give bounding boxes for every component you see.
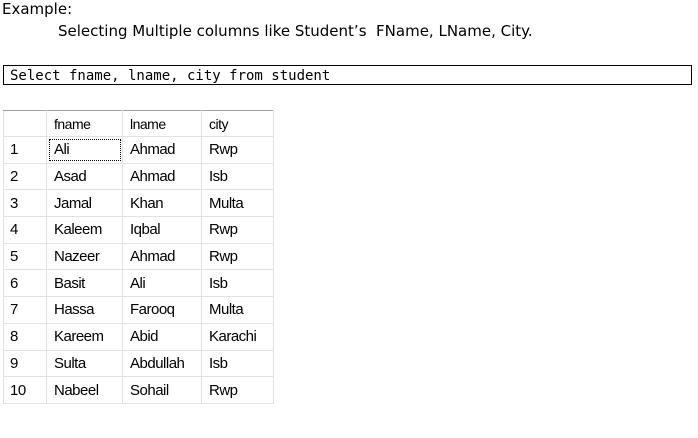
row-number: 5	[3, 242, 47, 271]
cell[interactable]: Basit	[46, 269, 123, 298]
cell[interactable]: Rwp	[201, 216, 274, 244]
data-row: 2 Asad Ahmad Isb	[3, 162, 274, 191]
heading: Example:	[2, 0, 73, 18]
row-number: 7	[3, 296, 47, 324]
cell[interactable]: Abdullah	[122, 349, 202, 378]
row-number: 10	[3, 376, 47, 404]
subheading: Selecting Multiple columns like Student’…	[58, 22, 533, 40]
cell[interactable]: Sulta	[46, 349, 123, 378]
cell[interactable]: Rwp	[201, 242, 274, 271]
cell[interactable]: Farooq	[122, 296, 202, 324]
cell[interactable]: Ahmad	[122, 162, 202, 191]
cell[interactable]: Ahmad	[122, 242, 202, 271]
row-number: 8	[3, 322, 47, 351]
row-number: 1	[3, 136, 47, 164]
data-row: 7 Hassa Farooq Multa	[3, 296, 274, 324]
cell[interactable]: Isb	[201, 349, 274, 378]
row-number: 9	[3, 349, 47, 378]
cell[interactable]: Rwp	[201, 376, 274, 404]
cell[interactable]: Isb	[201, 162, 274, 191]
data-row: 10 Nabeel Sohail Rwp	[3, 376, 274, 404]
results-grid: fname lname city 1 Ali Ahmad Rwp 2 Asad Ahmad Isb…	[3, 110, 274, 404]
data-row: 3 Jamal Khan Multa	[3, 189, 274, 218]
cell[interactable]: Nabeel	[46, 376, 123, 404]
query-box[interactable]: Select fname, lname, city from student	[3, 65, 692, 85]
row-number: 2	[3, 162, 47, 191]
header-row: fname lname city	[3, 110, 274, 137]
cell[interactable]: Isb	[201, 269, 274, 298]
cell[interactable]: Ahmad	[122, 136, 202, 164]
data-row: 1 Ali Ahmad Rwp	[3, 136, 274, 164]
cell[interactable]: Asad	[46, 162, 123, 191]
data-row: 5 Nazeer Ahmad Rwp	[3, 242, 274, 271]
data-row: 9 Sulta Abdullah Isb	[3, 349, 274, 378]
cell[interactable]: Karachi	[201, 322, 274, 351]
cell[interactable]: Iqbal	[122, 216, 202, 244]
corner-cell	[3, 110, 47, 137]
data-row: 6 Basit Ali Isb	[3, 269, 274, 298]
cell[interactable]: Nazeer	[46, 242, 123, 271]
cell[interactable]: Ali	[46, 136, 123, 164]
cell[interactable]: Jamal	[46, 189, 123, 218]
column-header[interactable]: fname	[46, 110, 123, 137]
row-number: 6	[3, 269, 47, 298]
cell[interactable]: Khan	[122, 189, 202, 218]
cell[interactable]: Multa	[201, 189, 274, 218]
data-row: 8 Kareem Abid Karachi	[3, 322, 274, 351]
cell[interactable]: Kareem	[46, 322, 123, 351]
row-number: 4	[3, 216, 47, 244]
row-number: 3	[3, 189, 47, 218]
cell[interactable]: Hassa	[46, 296, 123, 324]
cell[interactable]: Sohail	[122, 376, 202, 404]
column-header[interactable]: lname	[122, 110, 202, 137]
cell[interactable]: Abid	[122, 322, 202, 351]
cell[interactable]: Ali	[122, 269, 202, 298]
data-row: 4 Kaleem Iqbal Rwp	[3, 216, 274, 244]
cell[interactable]: Rwp	[201, 136, 274, 164]
cell[interactable]: Kaleem	[46, 216, 123, 244]
cell[interactable]: Multa	[201, 296, 274, 324]
column-header[interactable]: city	[201, 110, 274, 137]
